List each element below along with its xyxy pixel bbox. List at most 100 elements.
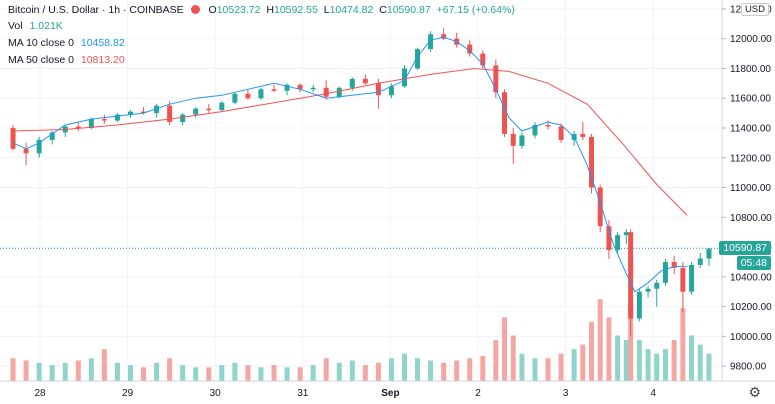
volume-bar	[75, 360, 81, 381]
candle-body	[336, 87, 342, 97]
volume-bar	[180, 365, 186, 381]
grid	[0, 0, 722, 381]
time-tick-label: 30	[210, 388, 222, 399]
market-status-icon[interactable]	[190, 5, 200, 14]
volume-bar	[323, 358, 329, 381]
volume-bar	[606, 317, 612, 381]
volume-bar	[310, 365, 316, 381]
candle-body	[654, 282, 660, 289]
candle-body	[284, 84, 290, 91]
volume-bar	[558, 353, 564, 381]
volume-bar	[502, 317, 508, 381]
time-tick-label: 28	[34, 388, 46, 399]
candle-body	[49, 132, 55, 140]
interval-label[interactable]: 1h	[108, 4, 121, 16]
candle-body	[127, 111, 133, 115]
price-tick-label: 9800.00	[730, 362, 767, 373]
volume-bar	[388, 358, 394, 381]
volume-bar	[636, 340, 642, 381]
price-tick-label: 11800.00	[730, 64, 771, 75]
price-tick-label: 10800.00	[730, 213, 772, 224]
volume-bar	[154, 362, 160, 381]
volume-bar	[532, 358, 538, 381]
volume-bar	[671, 340, 677, 381]
volume-bar	[545, 358, 551, 381]
ma50-value: 10813.20	[80, 54, 125, 66]
volume-bar	[49, 365, 55, 381]
symbol-name[interactable]: Bitcoin / U.S. Dollar	[8, 4, 100, 16]
candle-body	[310, 87, 316, 90]
volume-bar	[114, 362, 120, 381]
volume-bar	[375, 362, 381, 381]
volume-bar	[245, 365, 251, 381]
volume-bar	[441, 362, 447, 381]
candle-body	[597, 187, 603, 227]
candle-body	[689, 264, 695, 292]
ma10-line	[12, 36, 688, 293]
candle-body	[706, 248, 712, 259]
candle-body	[623, 232, 629, 236]
volume-bar	[258, 367, 264, 381]
volume-bar	[615, 335, 621, 381]
candle-body	[258, 89, 264, 99]
candle-body	[75, 126, 81, 128]
volume-bar	[597, 299, 603, 381]
candle-body	[645, 288, 651, 292]
price-tick-label: 10200.00	[730, 302, 772, 313]
candle-body	[10, 127, 16, 149]
volume-legend[interactable]: Vol 1.021K	[8, 20, 63, 32]
candle-body	[558, 126, 564, 140]
volume-bar	[580, 344, 586, 381]
volume-bar	[428, 360, 434, 381]
volume-bar	[623, 340, 629, 381]
volume-bar	[127, 365, 133, 381]
time-tick-label: 31	[297, 388, 309, 399]
volume-bar	[141, 367, 147, 381]
volume-bar	[589, 321, 595, 381]
price-tick-label: 10400.00	[730, 272, 772, 283]
volume-bar	[571, 349, 577, 381]
candle-body	[167, 105, 173, 123]
volume-bar	[167, 358, 173, 381]
candle-body	[467, 44, 473, 54]
ma50-line	[12, 67, 688, 216]
candle-body	[193, 108, 199, 115]
change-value: +67.15 (+0.64%)	[436, 4, 515, 16]
volume-bar	[193, 367, 199, 381]
symbol-legend: Bitcoin / U.S. Dollar · 1h · COINBASE O1…	[8, 4, 515, 16]
candle-body	[375, 83, 381, 96]
settings-gear-icon[interactable]: ⚙	[748, 384, 761, 400]
countdown-tag: 05:48	[736, 256, 771, 271]
time-tick-label: 4	[650, 388, 656, 399]
volume-bar	[206, 367, 212, 381]
low-value: 10474.82	[329, 4, 374, 16]
volume-bar	[271, 365, 277, 381]
candle-body	[88, 119, 94, 128]
moving-averages	[0, 36, 722, 293]
candle-body	[428, 34, 434, 50]
candle-body	[388, 86, 394, 96]
candle-body	[219, 102, 225, 111]
candle-body	[180, 114, 186, 123]
candle-body	[580, 133, 586, 137]
ma50-legend[interactable]: MA 50 close 0 10813.20	[8, 54, 125, 66]
candle-body	[36, 139, 42, 154]
candle-body	[606, 226, 612, 251]
time-tick-label: 3	[563, 388, 569, 399]
volume-bar	[645, 349, 651, 381]
candle-body	[493, 65, 499, 93]
volume-bar	[519, 353, 525, 381]
ma10-legend[interactable]: MA 10 close 0 10458.82	[8, 37, 125, 49]
volume-bar	[232, 362, 238, 381]
candle-body	[671, 261, 677, 268]
volume-bar	[628, 308, 634, 381]
volume-bar	[36, 362, 42, 381]
volume-bar	[401, 353, 407, 381]
volume-value: 1.021K	[29, 20, 63, 32]
volume-bar	[510, 335, 516, 381]
volume-bar	[689, 335, 695, 381]
currency-button[interactable]: USD	[740, 3, 769, 16]
candle-body	[323, 87, 329, 97]
